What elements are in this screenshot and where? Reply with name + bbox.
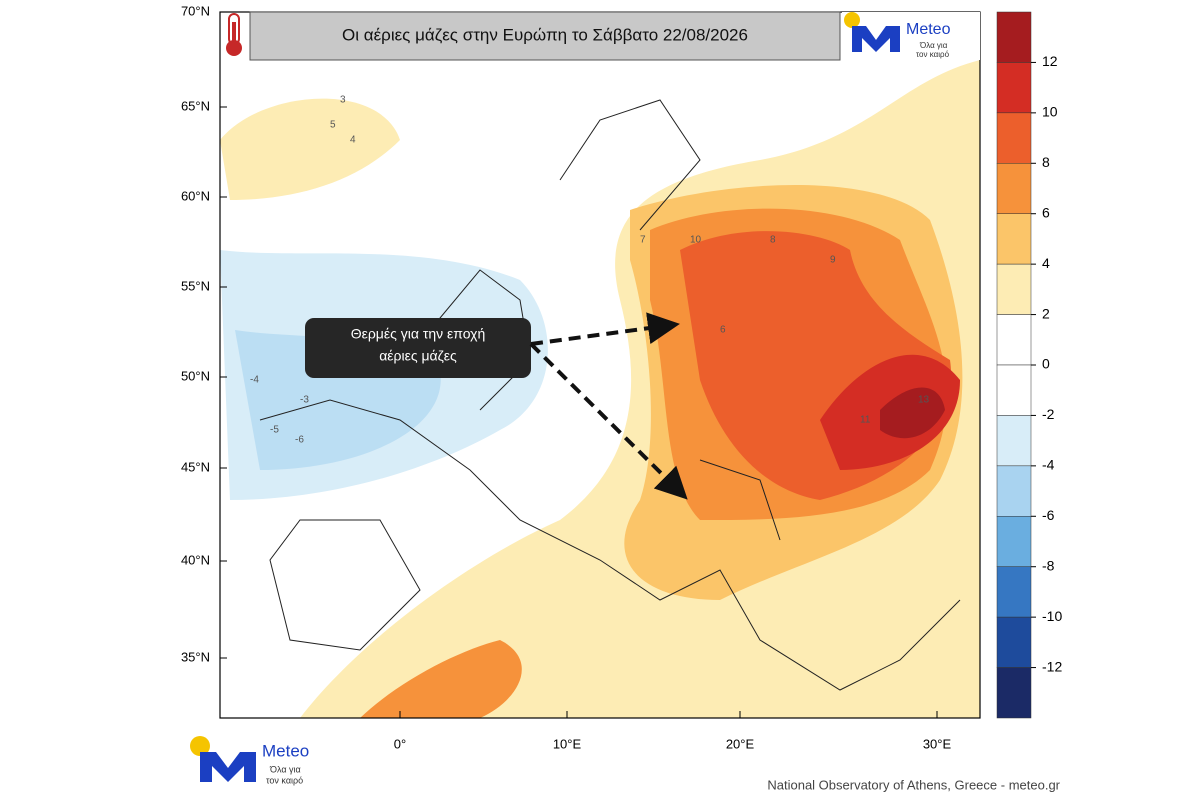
contour-label: -3 — [300, 395, 309, 406]
lat-label: 40°N — [181, 552, 210, 567]
colorbar-swatch — [996, 263, 1032, 315]
logo-tagline: τον καιρό — [916, 50, 950, 59]
colorbar-swatch — [996, 112, 1032, 164]
colorbar-swatch — [996, 516, 1032, 567]
contour-label: 7 — [640, 235, 646, 246]
contour-label: 8 — [770, 235, 776, 246]
logo-mark — [852, 26, 900, 52]
colorbar-swatch — [996, 667, 1032, 719]
colorbar-label: 10 — [1042, 104, 1058, 120]
title: Οι αέριες μάζες στην Ευρώπη το Σάββατο 2… — [342, 25, 748, 44]
colorbar-swatch — [996, 163, 1032, 214]
contour-label: 3 — [340, 95, 346, 106]
logo-mark — [200, 752, 256, 782]
annotation-text: Θερμές για την εποχή — [351, 326, 486, 342]
lon-label: 20°E — [726, 736, 755, 751]
colorbar-label: -10 — [1042, 608, 1062, 624]
lat-label: 60°N — [181, 188, 210, 203]
title-box — [249, 11, 841, 61]
contour-label: 11 — [860, 415, 871, 426]
contour-label: 13 — [918, 395, 930, 406]
colorbar-label: 12 — [1042, 53, 1058, 69]
lat-label: 45°N — [181, 459, 210, 474]
logo-tagline: Όλα για — [919, 41, 948, 50]
contour-label: 10 — [690, 235, 702, 246]
lon-label: 0° — [394, 736, 406, 751]
logo-tagline: Όλα για — [269, 764, 301, 774]
colorbar-label: 4 — [1042, 255, 1050, 271]
thermometer-icon — [226, 13, 242, 56]
contour-label: 5 — [330, 120, 336, 131]
logo-name: Meteo — [262, 741, 309, 760]
colorbar-label: -6 — [1042, 507, 1055, 523]
colorbar-label: -2 — [1042, 406, 1055, 422]
contour-label: 4 — [350, 135, 356, 146]
lon-label: 10°E — [553, 736, 582, 751]
contour-label: -5 — [270, 425, 279, 436]
contour-label: 6 — [720, 325, 726, 336]
lat-label: 65°N — [181, 98, 210, 113]
lat-label: 70°N — [181, 3, 210, 18]
colorbar-swatch — [996, 314, 1032, 366]
colorbar-swatch — [996, 62, 1032, 114]
colorbar-label: -12 — [1042, 658, 1062, 674]
lat-label: 50°N — [181, 368, 210, 383]
logo-name: Meteo — [906, 21, 951, 38]
lat-label: 35°N — [181, 649, 210, 664]
contour-label: -6 — [295, 435, 304, 446]
colorbar-label: 6 — [1042, 204, 1050, 220]
colorbar-label: -4 — [1042, 457, 1055, 473]
colorbar-swatch — [996, 364, 1032, 416]
colorbar-label: 2 — [1042, 305, 1050, 321]
colorbar-label: 0 — [1042, 356, 1050, 372]
logo-tagline: τον καιρό — [266, 775, 303, 785]
contour-label: 9 — [830, 255, 836, 266]
colorbar-swatch — [996, 11, 1032, 63]
arrow — [530, 312, 680, 346]
colorbar-swatch — [996, 213, 1032, 265]
colorbar-swatch — [996, 415, 1032, 467]
footer-credit: National Observatory of Athens, Greece -… — [767, 777, 1060, 792]
lon-label: 30°E — [923, 736, 952, 751]
colorbar-label: 8 — [1042, 154, 1050, 170]
arrow — [529, 342, 688, 500]
contour-label: -4 — [250, 375, 259, 386]
colorbar-swatch — [996, 465, 1032, 517]
annotation-box — [305, 318, 531, 378]
colorbar-swatch — [996, 616, 1032, 668]
colorbar-label: -8 — [1042, 557, 1055, 573]
colorbar-swatch — [996, 566, 1032, 618]
annotation-text: αέριες μάζες — [379, 348, 457, 364]
lat-label: 55°N — [181, 278, 210, 293]
map-area — [220, 12, 980, 718]
